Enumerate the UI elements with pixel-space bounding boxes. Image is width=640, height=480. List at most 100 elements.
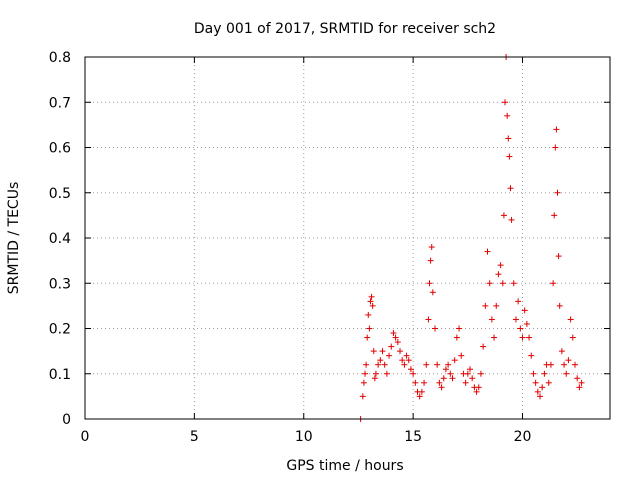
data-point (495, 271, 502, 278)
data-point (561, 361, 568, 368)
y-axis-label: SRMTID / TECUs (6, 182, 22, 295)
data-point (368, 293, 375, 300)
data-point (504, 112, 511, 119)
data-point (550, 280, 557, 287)
y-tick-label: 0.6 (49, 141, 71, 157)
data-point (381, 361, 388, 368)
data-point (569, 334, 576, 341)
data-point (436, 379, 443, 386)
data-point (432, 325, 438, 332)
data-point (473, 388, 480, 395)
data-point (553, 126, 560, 133)
data-point (508, 216, 515, 223)
data-point (425, 316, 432, 323)
data-point (547, 361, 554, 368)
data-point (526, 334, 533, 341)
data-point (399, 357, 406, 364)
data-point (386, 352, 393, 359)
data-point (440, 375, 447, 382)
data-point (421, 379, 428, 386)
data-point (458, 352, 465, 359)
data-point (574, 375, 581, 382)
data-point (370, 348, 377, 355)
data-point (369, 302, 376, 309)
data-point (375, 361, 382, 368)
data-point (528, 352, 535, 359)
data-point (360, 379, 367, 386)
x-tick-label: 0 (81, 429, 90, 445)
y-tick-label: 0.5 (49, 186, 71, 202)
data-point (359, 393, 366, 400)
data-point (507, 185, 514, 192)
x-tick-label: 10 (295, 429, 313, 445)
data-point (372, 370, 379, 377)
data-point (488, 316, 495, 323)
data-point (482, 302, 489, 309)
data-point (484, 248, 491, 255)
data-point (365, 311, 372, 318)
data-point (438, 384, 445, 391)
data-point (499, 280, 506, 287)
data-point (447, 370, 454, 377)
data-point (416, 393, 423, 400)
y-tick-label: 0.2 (49, 322, 71, 338)
data-point (364, 334, 371, 341)
data-point (555, 253, 562, 260)
data-point (429, 289, 436, 296)
data-point (392, 334, 399, 341)
data-point (576, 384, 583, 391)
data-point (407, 366, 414, 373)
x-axis-ticks: 0 5 10 15 20 (81, 57, 532, 445)
data-point (383, 370, 390, 377)
data-point (491, 334, 498, 341)
data-point (567, 316, 574, 323)
data-point (572, 361, 578, 368)
data-point (565, 357, 572, 364)
data-point (552, 144, 559, 151)
data-point (515, 298, 522, 305)
y-tick-label: 0.4 (49, 231, 71, 247)
y-tick-label: 0.8 (49, 50, 71, 66)
data-point (371, 375, 378, 382)
data-point (434, 361, 441, 368)
data-point (449, 375, 456, 382)
data-point (403, 352, 410, 359)
y-tick-label: 0.7 (49, 95, 71, 111)
data-point (506, 153, 513, 160)
data-point (442, 366, 449, 373)
data-point (532, 379, 539, 386)
data-point (423, 361, 430, 368)
data-point (502, 99, 508, 106)
data-point (462, 379, 469, 386)
x-tick-label: 20 (514, 429, 532, 445)
data-point (467, 366, 473, 373)
data-point (394, 339, 401, 346)
data-point (563, 370, 570, 377)
data-point (510, 280, 517, 287)
data-point (517, 325, 524, 332)
x-tick-label: 5 (190, 429, 199, 445)
data-point (397, 348, 403, 355)
data-points (357, 54, 585, 422)
data-point (512, 316, 519, 323)
data-point (537, 393, 543, 400)
data-point (500, 212, 507, 219)
data-point (519, 334, 526, 341)
data-point (521, 307, 528, 314)
data-point (480, 343, 487, 350)
data-point (493, 302, 500, 309)
data-point (445, 361, 452, 368)
data-point (486, 280, 493, 287)
data-point (523, 320, 530, 327)
data-point (469, 375, 476, 382)
data-point (428, 244, 435, 251)
data-point (363, 361, 370, 368)
data-point (427, 257, 434, 264)
data-point (379, 348, 386, 355)
data-point (362, 370, 368, 377)
y-tick-label: 0 (62, 412, 71, 428)
data-point (534, 388, 541, 395)
data-point (554, 189, 561, 196)
data-point (418, 388, 425, 395)
data-point (558, 348, 565, 355)
